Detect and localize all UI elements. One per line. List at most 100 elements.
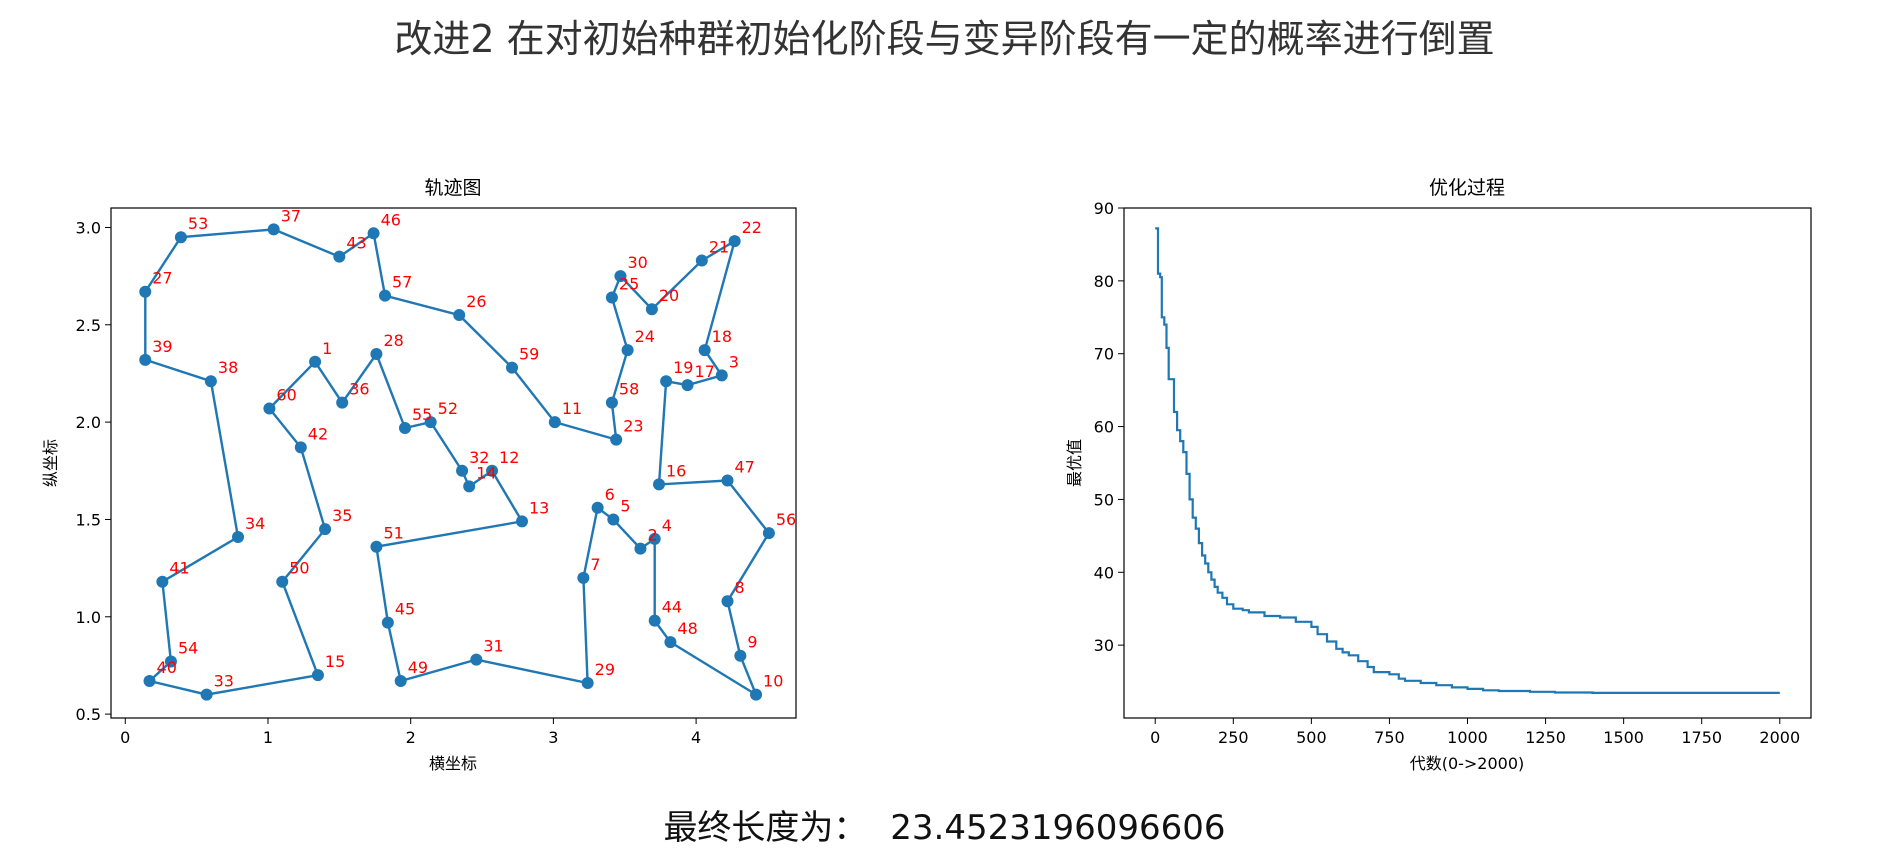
route-point-39 (139, 353, 152, 366)
final-length-label: 最终长度为： (663, 808, 868, 848)
optimization-chart-title: 优化过程 (1429, 177, 1505, 199)
route-xtick-label: 4 (691, 728, 701, 747)
optimization-ytick-label: 50 (1094, 490, 1114, 509)
route-point-label-55: 55 (412, 405, 432, 424)
route-point-label-40: 40 (157, 658, 177, 677)
optimization-series-line (1155, 227, 1780, 694)
route-point-label-41: 41 (169, 559, 189, 578)
route-point-label-34: 34 (245, 514, 265, 533)
route-point-32 (456, 464, 469, 477)
route-point-2 (634, 542, 647, 555)
route-point-label-57: 57 (392, 273, 412, 292)
route-point-55 (398, 421, 411, 434)
page-title: 改进2 在对初始种群初始化阶段与变异阶段有一定的概率进行倒置 (394, 17, 1495, 61)
route-point-label-1: 1 (322, 339, 332, 358)
route-xtick-label: 0 (120, 728, 130, 747)
route-point-label-46: 46 (381, 210, 401, 229)
route-point-label-30: 30 (627, 253, 647, 272)
route-point-41 (156, 575, 169, 588)
route-point-label-19: 19 (673, 358, 693, 377)
route-point-40 (143, 675, 156, 688)
route-point-30 (614, 270, 627, 283)
route-point-label-21: 21 (709, 238, 729, 257)
route-point-14 (463, 480, 476, 493)
optimization-ytick-label: 40 (1094, 563, 1114, 582)
route-point-label-42: 42 (308, 424, 328, 443)
optimization-xtick-label: 250 (1218, 728, 1249, 747)
route-point-11 (548, 416, 561, 429)
route-point-label-60: 60 (276, 385, 296, 404)
route-point-label-23: 23 (623, 417, 643, 436)
route-point-label-33: 33 (214, 672, 234, 691)
route-point-25 (605, 291, 618, 304)
route-point-label-49: 49 (408, 658, 428, 677)
optimization-ytick-label: 90 (1094, 199, 1114, 218)
optimization-chart-frame (1123, 207, 1812, 719)
route-point-15 (311, 669, 324, 682)
route-point-label-14: 14 (476, 463, 496, 482)
optimization-chart-ylabel: 最优值 (1065, 439, 1084, 487)
route-point-label-50: 50 (289, 559, 309, 578)
optimization-ytick-label: 80 (1094, 272, 1114, 291)
route-point-label-45: 45 (395, 600, 415, 619)
route-point-9 (734, 649, 747, 662)
route-point-label-11: 11 (562, 399, 582, 418)
optimization-xtick-label: 2000 (1759, 728, 1800, 747)
route-xtick-label: 3 (548, 728, 558, 747)
route-point-21 (695, 254, 708, 267)
optimization-xtick-label: 1500 (1603, 728, 1644, 747)
route-point-label-59: 59 (519, 345, 539, 364)
route-ytick-label: 0.5 (76, 705, 101, 724)
route-point-label-2: 2 (647, 526, 657, 545)
route-point-29 (581, 676, 594, 689)
route-point-label-7: 7 (590, 555, 600, 574)
route-point-22 (728, 235, 741, 248)
route-point-label-16: 16 (666, 461, 686, 480)
route-point-50 (276, 575, 289, 588)
route-point-58 (605, 396, 618, 409)
optimization-xtick-label: 1000 (1447, 728, 1488, 747)
route-point-label-18: 18 (712, 327, 732, 346)
route-point-51 (370, 540, 383, 553)
route-point-label-52: 52 (438, 399, 458, 418)
route-point-3 (715, 369, 728, 382)
optimization-xtick-label: 500 (1296, 728, 1327, 747)
route-point-59 (506, 361, 519, 374)
route-chart-frame (110, 207, 797, 719)
route-point-57 (379, 289, 391, 302)
route-point-label-28: 28 (383, 331, 403, 350)
route-point-17 (681, 379, 694, 392)
route-point-label-48: 48 (677, 619, 697, 638)
route-point-label-10: 10 (763, 672, 783, 691)
route-point-26 (453, 309, 466, 322)
optimization-xtick-label: 1750 (1681, 728, 1722, 747)
route-point-43 (333, 250, 346, 263)
route-point-53 (174, 231, 187, 244)
optimization-chart-xlabel: 代数(0->2000) (1410, 754, 1525, 773)
route-point-48 (664, 636, 677, 649)
route-point-23 (610, 433, 623, 446)
route-point-label-9: 9 (747, 633, 757, 652)
route-point-35 (319, 523, 332, 536)
route-point-34 (232, 530, 245, 543)
route-point-13 (516, 515, 528, 528)
route-point-label-54: 54 (178, 639, 198, 658)
route-point-27 (139, 285, 152, 298)
route-point-label-25: 25 (619, 275, 639, 294)
route-point-10 (750, 688, 763, 701)
optimization-xtick-label: 0 (1150, 728, 1160, 747)
route-point-4 (648, 532, 661, 545)
route-point-label-3: 3 (729, 352, 739, 371)
route-point-1 (309, 355, 322, 368)
optimization-ytick-label: 30 (1094, 636, 1114, 655)
route-xtick-label: 2 (406, 728, 416, 747)
route-point-label-4: 4 (662, 516, 672, 535)
route-xtick-label: 1 (263, 728, 273, 747)
route-point-label-29: 29 (595, 660, 615, 679)
optimization-xtick-label: 750 (1374, 728, 1405, 747)
route-point-label-24: 24 (635, 327, 655, 346)
optimization-ytick-label: 60 (1094, 418, 1114, 437)
route-point-label-47: 47 (735, 458, 755, 477)
route-point-label-56: 56 (776, 510, 796, 529)
